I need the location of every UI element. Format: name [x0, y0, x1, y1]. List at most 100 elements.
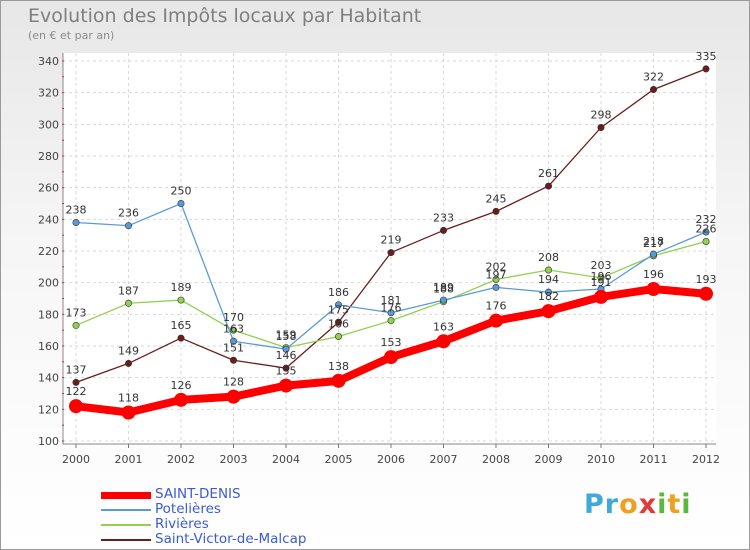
data-point	[597, 274, 605, 282]
data-label: 186	[328, 286, 349, 299]
data-point	[597, 124, 605, 132]
data-point	[439, 226, 447, 234]
data-label: 196	[643, 268, 664, 281]
data-label: 163	[223, 322, 244, 335]
data-point	[387, 249, 395, 257]
data-point	[72, 219, 80, 227]
data-point	[174, 392, 188, 407]
x-tick-label: 2008	[482, 453, 510, 466]
legend-swatch	[101, 491, 151, 499]
y-tick-label: 140	[38, 372, 59, 385]
data-label: 122	[66, 385, 87, 398]
data-label: 250	[171, 185, 192, 198]
proxiti-logo: Proxiti	[584, 489, 692, 520]
y-tick-label: 220	[38, 245, 59, 258]
y-tick-label: 280	[38, 150, 59, 163]
data-point	[177, 200, 185, 208]
data-point	[125, 299, 133, 307]
data-label: 238	[66, 204, 87, 217]
data-label: 202	[486, 261, 507, 274]
y-tick-label: 180	[38, 308, 59, 321]
x-tick-label: 2005	[325, 453, 353, 466]
data-point	[646, 282, 661, 296]
data-label: 189	[433, 281, 454, 294]
data-label: 197	[486, 268, 507, 281]
data-label: 196	[591, 270, 612, 283]
x-tick-label: 2009	[535, 453, 563, 466]
y-tick-label: 160	[38, 340, 59, 353]
data-label: 335	[696, 50, 717, 63]
data-label: 188	[433, 283, 454, 296]
data-point	[649, 250, 657, 258]
data-point	[439, 296, 447, 304]
x-tick-label: 2006	[377, 453, 405, 466]
y-tick-label: 340	[38, 55, 59, 68]
data-label: 163	[433, 320, 454, 333]
data-label: 176	[381, 302, 402, 315]
legend-label: Saint-Victor-de-Malcap	[155, 531, 307, 547]
data-point	[541, 304, 556, 319]
data-point	[72, 378, 80, 386]
data-label: 189	[171, 281, 192, 294]
y-tick-label: 240	[38, 213, 59, 226]
logo-letter: o	[619, 489, 639, 520]
data-label: 181	[381, 294, 402, 307]
data-label: 322	[643, 71, 664, 84]
data-label: 236	[118, 207, 139, 220]
data-label: 226	[696, 223, 717, 236]
legend-swatch	[101, 509, 151, 511]
data-label: 194	[538, 273, 559, 286]
logo-letter: r	[604, 489, 620, 520]
data-label: 137	[66, 363, 87, 376]
data-label: 218	[643, 235, 664, 248]
data-point	[649, 86, 657, 94]
legend-label: Rivières	[155, 516, 209, 532]
x-tick-label: 2000	[62, 453, 90, 466]
data-label: 245	[486, 192, 507, 205]
data-point	[699, 286, 713, 301]
plot-area	[63, 53, 716, 444]
y-tick-label: 120	[38, 403, 59, 416]
logo-letter: t	[667, 489, 682, 520]
x-tick-label: 2004	[272, 453, 300, 466]
data-point	[594, 289, 608, 304]
data-label: 173	[66, 306, 87, 319]
data-point	[384, 350, 398, 365]
data-label: 175	[328, 303, 349, 316]
data-point	[121, 405, 136, 420]
data-point	[177, 296, 185, 304]
data-point	[279, 378, 293, 393]
data-point	[72, 321, 80, 329]
data-label: 128	[223, 376, 244, 389]
data-point	[230, 356, 238, 364]
data-point	[334, 332, 342, 340]
data-point	[492, 283, 500, 291]
data-label: 146	[276, 349, 297, 362]
data-label: 187	[118, 284, 139, 297]
data-label: 149	[118, 344, 139, 357]
y-tick-label: 100	[38, 435, 59, 448]
data-label: 153	[381, 336, 402, 349]
data-label: 208	[538, 251, 559, 264]
data-label: 219	[381, 234, 402, 247]
axes: 100 120 140 160 180 200 220 240 260 280 300 320 340 2…	[38, 53, 720, 466]
data-point	[702, 228, 710, 236]
y-tick-label: 320	[38, 87, 59, 100]
data-label: 182	[538, 290, 559, 303]
x-tick-label: 2012	[692, 453, 720, 466]
series-lines	[69, 65, 713, 420]
logo-letter: i	[657, 489, 668, 520]
data-point	[492, 207, 500, 215]
data-label: 170	[223, 311, 244, 324]
data-label: 298	[591, 109, 612, 122]
logo-letter: i	[681, 489, 692, 520]
data-label: 233	[433, 211, 454, 224]
x-tick-label: 2010	[587, 453, 615, 466]
data-label: 138	[328, 360, 349, 373]
data-point	[282, 364, 290, 372]
data-point	[125, 222, 133, 230]
data-point	[387, 317, 395, 325]
x-tick-label: 2001	[115, 453, 143, 466]
chart-subtitle: (en € et par an)	[28, 29, 115, 42]
